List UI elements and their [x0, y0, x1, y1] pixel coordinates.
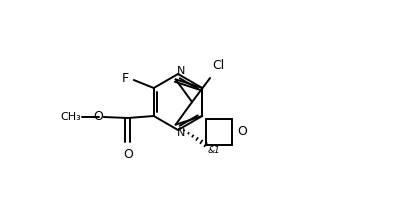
Text: &1: &1	[208, 146, 220, 155]
Text: O: O	[123, 148, 133, 161]
Text: O: O	[93, 110, 103, 123]
Text: CH₃: CH₃	[60, 112, 81, 122]
Text: O: O	[238, 125, 247, 138]
Text: F: F	[121, 72, 129, 85]
Text: N: N	[177, 128, 185, 138]
Text: Cl: Cl	[212, 59, 224, 72]
Text: N: N	[177, 66, 185, 76]
